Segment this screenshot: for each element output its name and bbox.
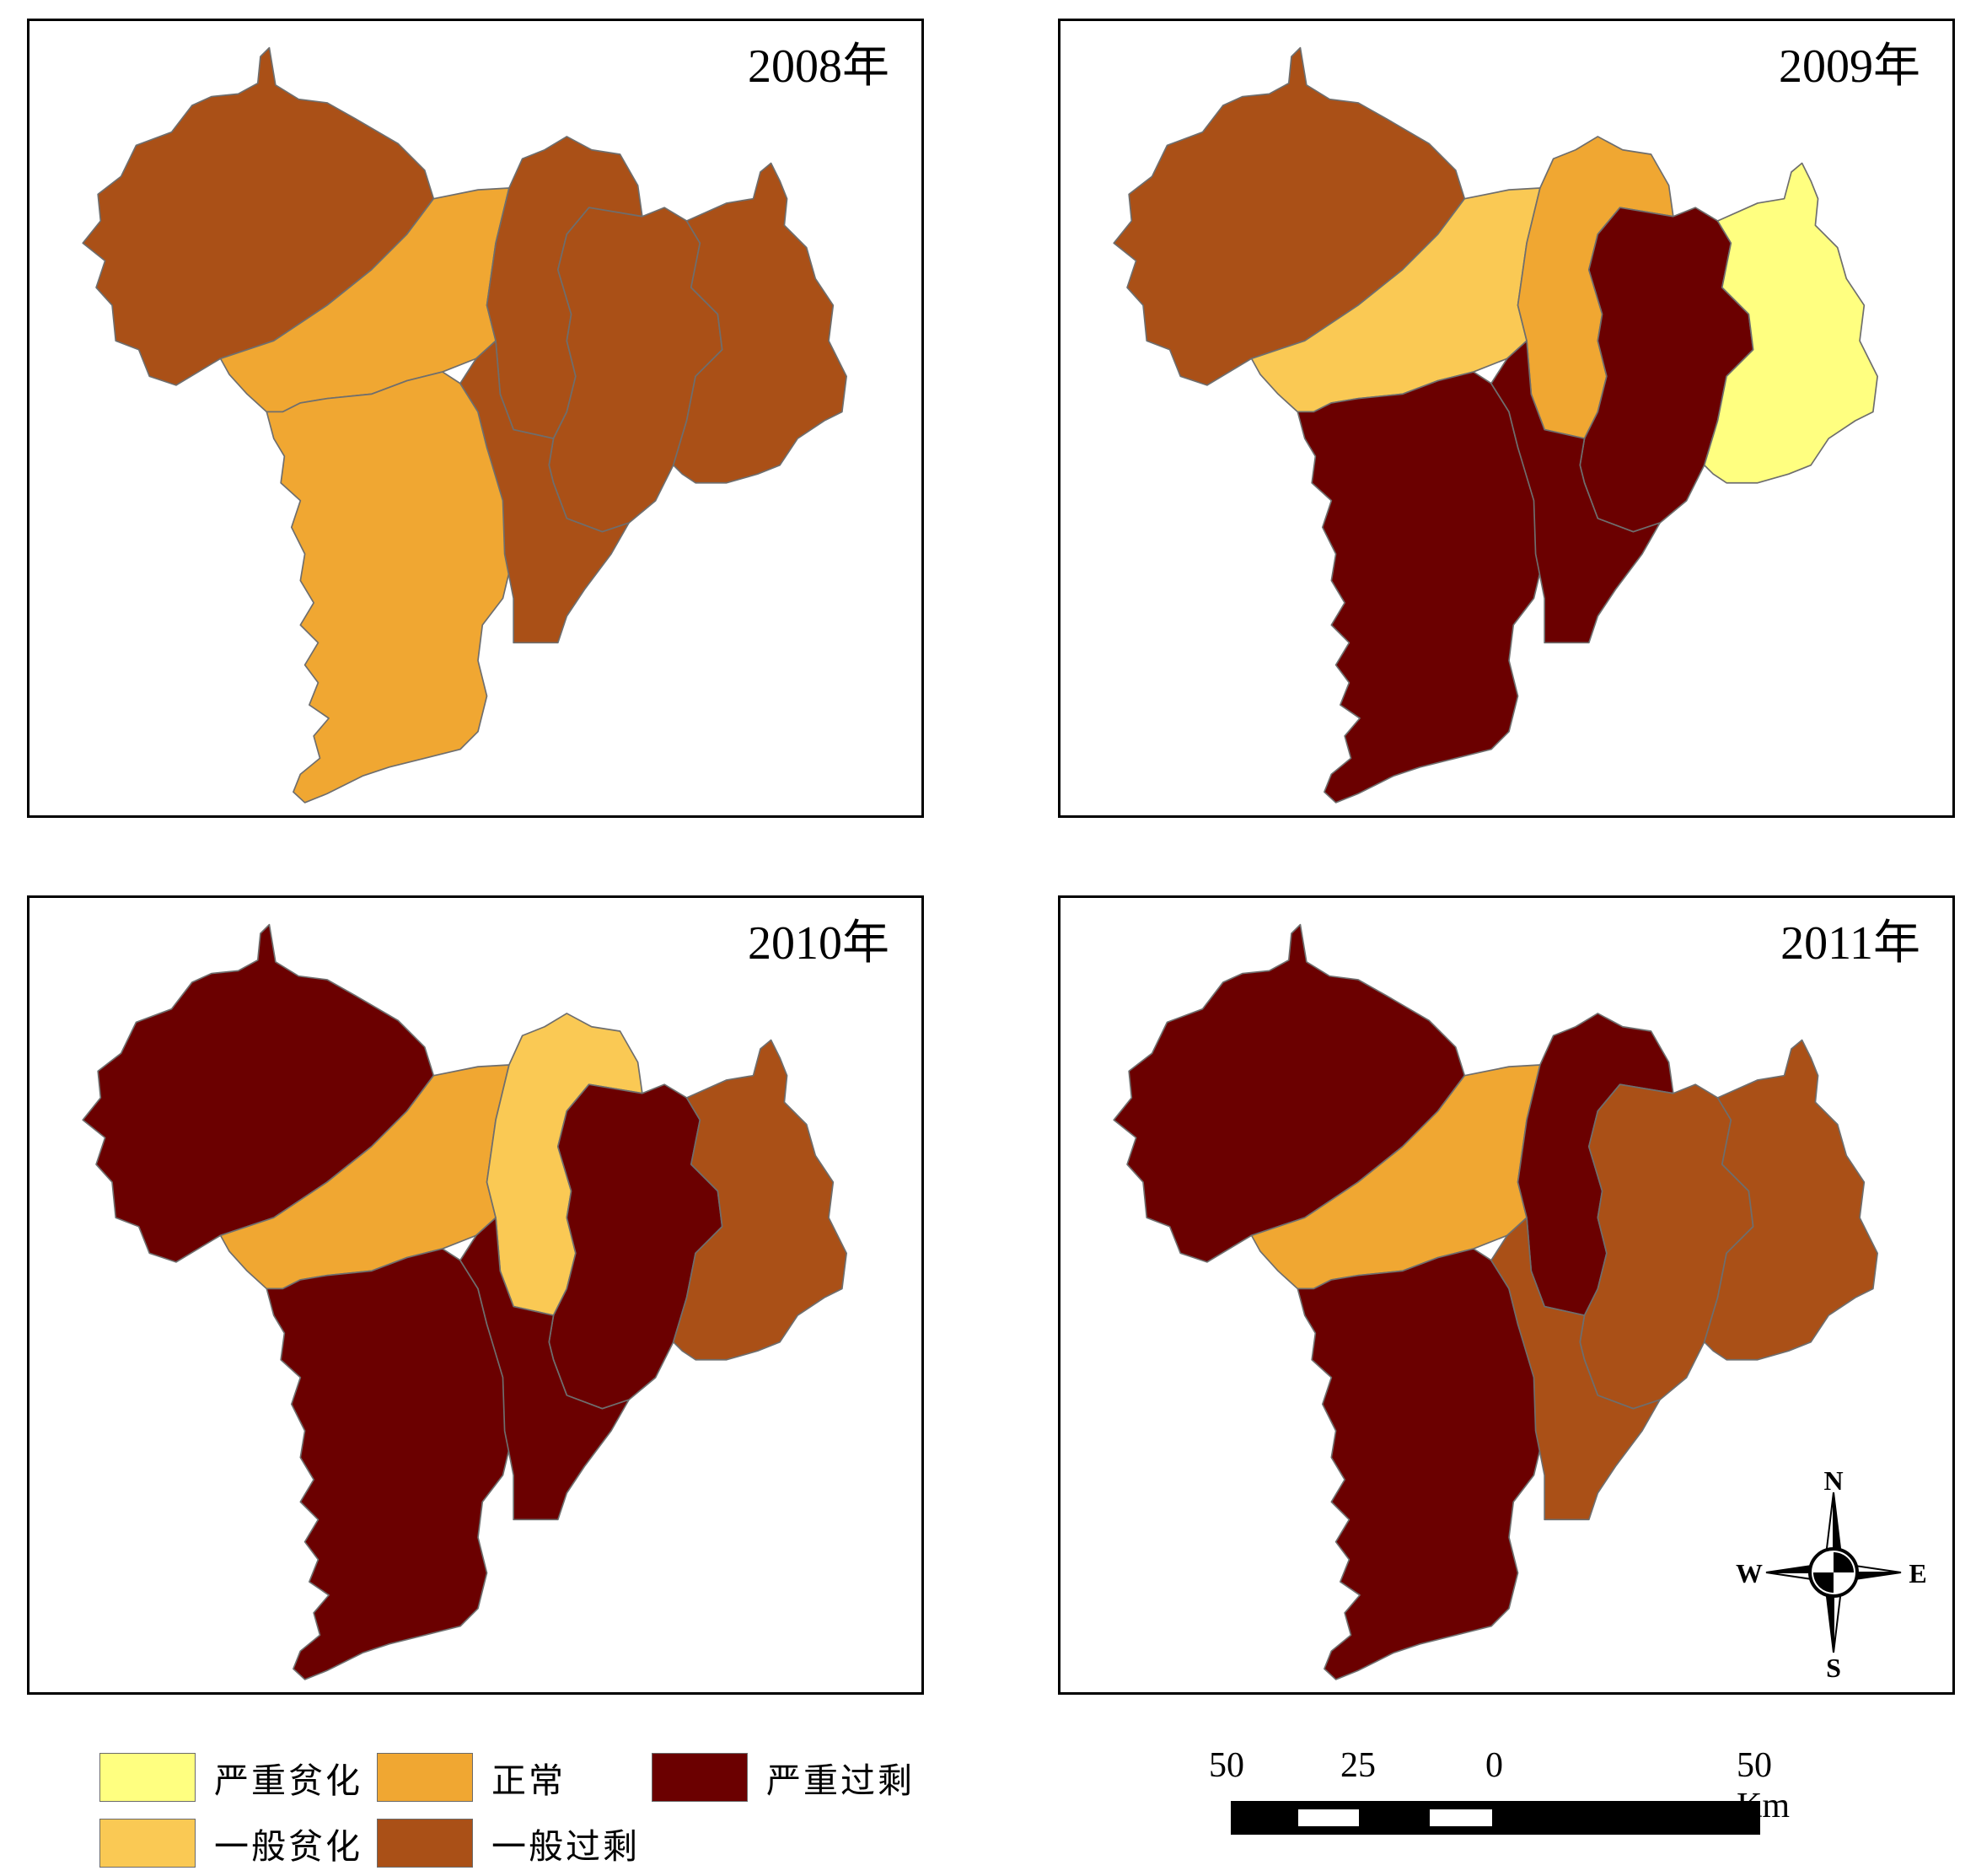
- compass-n: N: [1823, 1467, 1843, 1496]
- region-se: [459, 340, 630, 644]
- compass-s: S: [1826, 1653, 1841, 1678]
- legend-item-c4: 一般过剩: [377, 1818, 640, 1868]
- region-east: [672, 1039, 847, 1361]
- map-panel-2011: 2011年: [1058, 895, 1955, 1695]
- map-panel-2008: 2008年: [27, 19, 924, 818]
- region-east: [672, 162, 847, 484]
- legend-item-c3: 正常: [377, 1752, 566, 1803]
- map-2011: [1113, 923, 1878, 1680]
- region-south: [266, 371, 514, 804]
- compass-rose: N S E W: [1736, 1467, 1927, 1678]
- legend-swatch-c3: [377, 1753, 473, 1802]
- region-south: [1297, 1248, 1545, 1680]
- scale-label-50-left: 50: [1209, 1746, 1244, 1785]
- legend-swatch-c4: [377, 1819, 473, 1868]
- legend-swatch-c5: [652, 1753, 748, 1802]
- legend-label-c2: 一般贫化: [214, 1826, 362, 1867]
- map-2010: [82, 923, 847, 1680]
- region-east: [1703, 1039, 1878, 1361]
- panel-title-2010: 2010年: [748, 917, 889, 970]
- scale-label-25: 25: [1340, 1746, 1376, 1785]
- scale-bar: 50 25 0 50 Km: [1205, 1745, 1796, 1846]
- map-panel-2010: 2010年: [27, 895, 924, 1695]
- legend-swatch-c1: [99, 1753, 196, 1802]
- region-se: [1490, 1217, 1661, 1521]
- legend-item-c2: 一般贫化: [99, 1818, 362, 1868]
- panel-title-2009: 2009年: [1779, 40, 1920, 93]
- legend-label-c3: 正常: [491, 1760, 566, 1801]
- map-2008: [82, 46, 847, 804]
- panel-title-2008: 2008年: [748, 40, 889, 93]
- region-south: [266, 1248, 514, 1680]
- legend-label-c5: 严重过剩: [766, 1760, 915, 1801]
- legend-label-c1: 严重贫化: [214, 1760, 362, 1801]
- legend-label-c4: 一般过剩: [491, 1826, 640, 1867]
- region-south: [1297, 371, 1545, 804]
- map-2009: [1113, 46, 1878, 804]
- compass-e: E: [1909, 1558, 1926, 1588]
- legend-item-c1: 严重贫化: [99, 1752, 362, 1803]
- map-panel-2009: 2009年: [1058, 19, 1955, 818]
- region-se: [459, 1217, 630, 1521]
- legend-item-c5: 严重过剩: [652, 1752, 915, 1803]
- compass-arms: [1765, 1492, 1902, 1653]
- region-nw: [82, 46, 435, 386]
- scale-bar-graphic: [1231, 1801, 1760, 1835]
- legend-swatch-c2: [99, 1819, 196, 1868]
- region-se: [1490, 340, 1661, 644]
- scale-label-0: 0: [1485, 1746, 1503, 1785]
- compass-w: W: [1736, 1558, 1763, 1588]
- panel-title-2011: 2011年: [1780, 917, 1920, 970]
- region-nw: [82, 923, 435, 1263]
- region-nw: [1113, 923, 1466, 1263]
- region-east: [1703, 162, 1878, 484]
- region-nw: [1113, 46, 1466, 386]
